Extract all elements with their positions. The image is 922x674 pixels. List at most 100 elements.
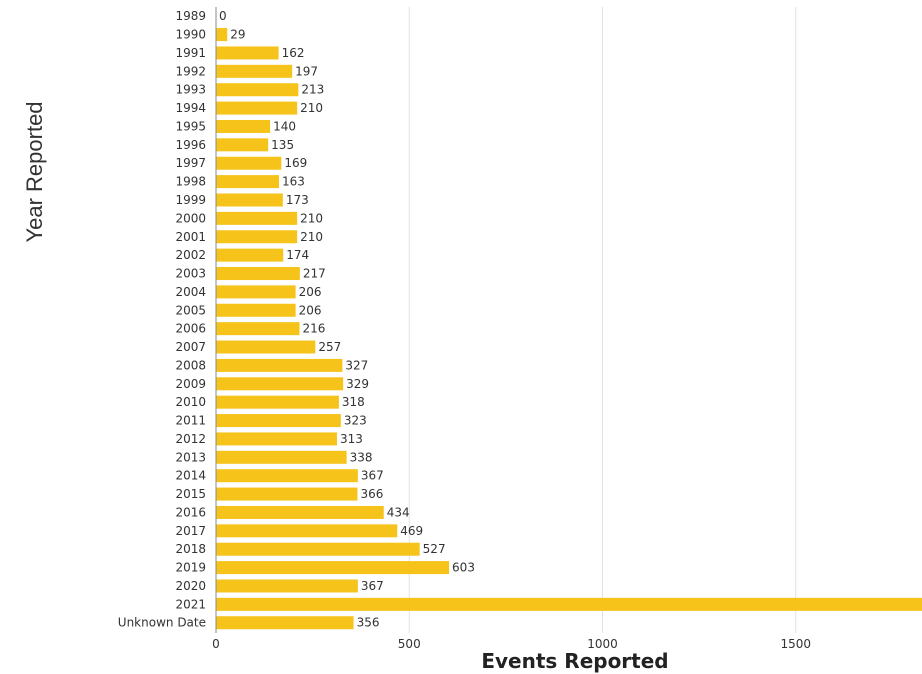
- data-label: 173: [286, 193, 309, 207]
- bar: [216, 597, 922, 611]
- y-tick-label: 2004: [175, 285, 206, 299]
- data-label: 163: [282, 175, 305, 189]
- bar: [216, 303, 296, 317]
- y-tick-label: 2008: [175, 358, 206, 372]
- data-label: 434: [387, 505, 410, 519]
- y-tick-label: 2017: [175, 524, 206, 538]
- y-tick-label: 1995: [175, 119, 206, 133]
- data-label: 367: [361, 469, 384, 483]
- bars: [216, 28, 922, 630]
- y-tick-label: 1998: [175, 175, 206, 189]
- bar: [216, 119, 271, 133]
- y-tick-label: 2009: [175, 377, 206, 391]
- y-tick-label: 2005: [175, 303, 206, 317]
- y-tick-label: 1991: [175, 46, 206, 60]
- y-tick-label: 1990: [175, 28, 206, 42]
- bar: [216, 64, 293, 78]
- data-label: 210: [300, 211, 323, 225]
- bar: [216, 505, 384, 519]
- data-label: 0: [219, 9, 227, 23]
- y-tick-label: 2006: [175, 322, 206, 336]
- bar: [216, 579, 358, 593]
- x-tick-label: 0: [212, 637, 220, 651]
- x-tick-labels: 0500100015002000250030003500: [212, 637, 811, 651]
- data-label: 356: [357, 616, 380, 630]
- data-label: 140: [273, 119, 296, 133]
- x-tick-label: 1000: [587, 637, 618, 651]
- data-label: 206: [299, 303, 322, 317]
- data-label: 318: [342, 395, 365, 409]
- bar: [216, 28, 228, 42]
- y-tick-label: Unknown Date: [118, 616, 206, 630]
- data-label: 323: [344, 414, 367, 428]
- bar: [216, 267, 300, 281]
- data-label: 162: [282, 46, 305, 60]
- x-axis-title: Events Reported: [481, 649, 668, 673]
- grid-lines: [408, 7, 797, 633]
- bar: [216, 395, 339, 409]
- bar: [216, 175, 279, 189]
- bar: [216, 432, 337, 446]
- data-label: 135: [271, 138, 294, 152]
- y-tick-label: 2007: [175, 340, 206, 354]
- y-tick-label: 1989: [175, 9, 206, 23]
- bar: [216, 377, 344, 391]
- data-label: 469: [400, 524, 423, 538]
- bar: [216, 101, 298, 115]
- y-tick-label: 2001: [175, 230, 206, 244]
- bar: [216, 248, 284, 262]
- data-label: 29: [230, 28, 245, 42]
- y-tick-label: 2003: [175, 267, 206, 281]
- data-label: 210: [300, 101, 323, 115]
- y-tick-label: 2011: [175, 414, 206, 428]
- data-label: 527: [423, 542, 446, 556]
- data-label: 210: [300, 230, 323, 244]
- bar: [216, 46, 279, 60]
- y-tick-label: 1996: [175, 138, 206, 152]
- bar: [216, 138, 269, 152]
- y-tick-label: 1997: [175, 156, 206, 170]
- data-label: 216: [302, 322, 325, 336]
- y-tick-label: 2018: [175, 542, 206, 556]
- data-label: 174: [286, 248, 309, 262]
- bar: [216, 340, 316, 354]
- data-label: 327: [345, 358, 368, 372]
- bar: [216, 285, 296, 299]
- x-tick-label: 500: [398, 637, 421, 651]
- data-label: 367: [361, 579, 384, 593]
- data-label: 257: [318, 340, 341, 354]
- bar: [216, 230, 298, 244]
- data-label: 169: [284, 156, 307, 170]
- y-tick-label: 2016: [175, 505, 206, 519]
- bar: [216, 616, 354, 630]
- y-tick-label: 2012: [175, 432, 206, 446]
- bar: [216, 561, 450, 575]
- data-label: 213: [301, 83, 324, 97]
- data-label: 206: [299, 285, 322, 299]
- bar: [216, 524, 398, 538]
- y-axis-title: Year Reported: [22, 101, 47, 242]
- y-tick-label: 2014: [175, 469, 206, 483]
- y-tick-label: 2020: [175, 579, 206, 593]
- y-tick-label: 2021: [175, 597, 206, 611]
- y-tick-label: 2000: [175, 211, 206, 225]
- bar: [216, 487, 358, 501]
- bar: [216, 83, 299, 97]
- x-tick-label: 1500: [780, 637, 811, 651]
- bar: [216, 414, 341, 428]
- data-label: 313: [340, 432, 363, 446]
- data-label: 338: [350, 450, 373, 464]
- y-tick-label: 1992: [175, 64, 206, 78]
- y-tick-label: 2010: [175, 395, 206, 409]
- bar: [216, 469, 358, 483]
- y-tick-label: 1999: [175, 193, 206, 207]
- y-tick-label: 2019: [175, 561, 206, 575]
- data-label: 329: [346, 377, 369, 391]
- data-label: 217: [303, 267, 326, 281]
- bar: [216, 358, 343, 372]
- bar: [216, 193, 283, 207]
- y-tick-labels: 1989 1990 1991 1992 1993 1994 1995 1996 1997 1998…: [118, 9, 206, 630]
- bar: [216, 322, 300, 336]
- data-label: 197: [295, 64, 318, 78]
